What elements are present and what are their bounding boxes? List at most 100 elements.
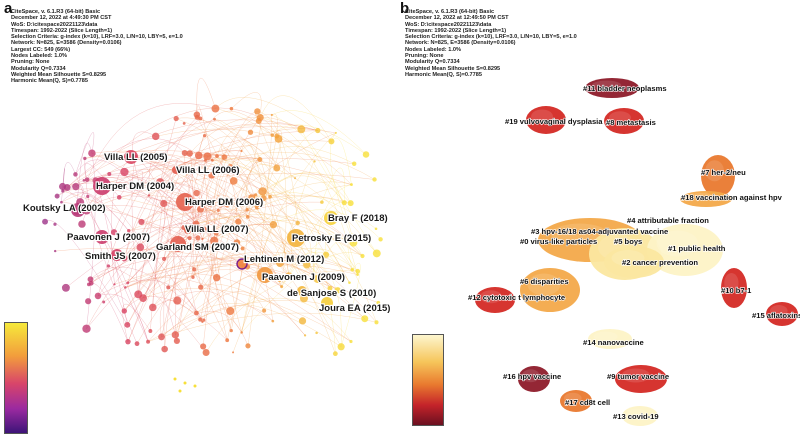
node (356, 273, 359, 276)
edge (246, 175, 345, 210)
node (54, 193, 60, 199)
edge (130, 158, 217, 234)
node (116, 195, 122, 200)
edge (84, 154, 354, 243)
major-node (184, 226, 192, 234)
edge (143, 288, 352, 342)
node (213, 117, 216, 121)
node (334, 287, 341, 294)
edge (148, 186, 238, 243)
node (372, 177, 377, 182)
edge (313, 184, 352, 276)
node (271, 319, 275, 323)
node (171, 331, 179, 339)
node (191, 275, 195, 279)
edge (168, 135, 205, 288)
node (269, 221, 278, 229)
node (297, 125, 306, 134)
cluster-blobs (475, 78, 798, 426)
major-node (170, 236, 186, 252)
panel-b-metadata: CiteSpace, v. 6.1.R3 (64-bit) Basic Decem… (405, 9, 577, 78)
edge (182, 154, 258, 208)
metadata-line: Pruning: None (11, 59, 50, 66)
edge (209, 202, 331, 289)
panel-b-letter: b (400, 0, 410, 17)
node (225, 230, 229, 234)
node (120, 167, 129, 177)
edge (203, 275, 282, 321)
major-node (257, 267, 273, 283)
node (290, 259, 295, 264)
edge (246, 164, 277, 210)
node (245, 343, 251, 349)
node (274, 134, 283, 143)
edge (97, 279, 203, 322)
metadata-line: Harmonic Mean(Q, S)=0.7785 (11, 78, 88, 85)
node (88, 149, 96, 157)
edge (196, 77, 216, 115)
node (226, 164, 234, 171)
edge (271, 110, 367, 155)
edge (281, 235, 363, 287)
node (258, 187, 267, 196)
node (161, 345, 168, 353)
node (192, 220, 200, 228)
edge (241, 145, 274, 225)
edge (62, 190, 352, 342)
edge (141, 208, 307, 265)
metadata-line: WoS: D:\citespace20221123\data (405, 21, 492, 28)
node (247, 129, 254, 135)
cluster-highlight (591, 80, 622, 91)
edge (61, 192, 115, 233)
edge (173, 281, 201, 320)
metadata-line: Selection Criteria: g-index (k=10), LRF=… (405, 34, 577, 41)
cluster-label: #11 bladder neoplasms (583, 84, 667, 93)
cluster-highlight (626, 408, 647, 419)
edge (183, 214, 363, 257)
major-node (287, 229, 305, 247)
edge (198, 110, 273, 156)
node (260, 195, 267, 201)
node (240, 331, 243, 334)
edge (214, 196, 345, 241)
cluster-highlight (770, 305, 788, 317)
metadata-line: December 12, 2022 at 12:49:50 PM CST (405, 15, 509, 22)
major-node (111, 249, 123, 261)
node-label: Joura EA (2015) (319, 303, 390, 314)
nodes (42, 104, 383, 393)
cluster-blob (766, 302, 798, 326)
node (374, 227, 378, 231)
edge (233, 146, 355, 182)
node (106, 264, 111, 268)
edge (197, 117, 282, 287)
node (160, 151, 168, 159)
edge (241, 141, 263, 192)
edge (247, 114, 273, 346)
node (173, 377, 177, 381)
edge (216, 155, 290, 277)
node (181, 150, 188, 157)
node (361, 315, 369, 323)
node (320, 200, 324, 204)
edge (247, 248, 353, 270)
cluster-label: #4 attributable fraction (627, 216, 709, 225)
node (270, 113, 273, 117)
edge (163, 200, 281, 280)
edge (257, 111, 298, 223)
edge (221, 145, 258, 208)
cluster-label: #19 vulvovaginal dysplasia (505, 117, 603, 126)
node (155, 186, 158, 190)
node (127, 229, 131, 233)
node (211, 104, 220, 113)
node (349, 339, 353, 344)
edge (175, 184, 352, 335)
node-label: Garland SM (2007) (156, 242, 239, 253)
edge (194, 240, 358, 275)
node (197, 205, 204, 213)
cluster-labels: #11 bladder neoplasms #19 vulvovaginal dy… (467, 83, 800, 421)
edge (226, 201, 250, 341)
metadata-line: CiteSpace, v. 6.1.R3 (64-bit) Basic (405, 9, 495, 15)
node (194, 310, 199, 316)
node (198, 317, 203, 322)
edge (248, 194, 358, 272)
